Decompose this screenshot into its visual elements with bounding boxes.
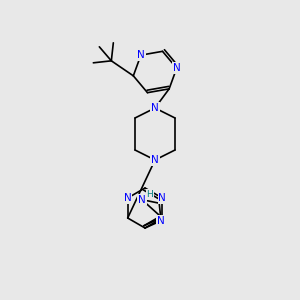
Text: N: N — [173, 63, 181, 73]
Text: N: N — [151, 155, 159, 165]
Text: N: N — [138, 195, 146, 205]
Text: N: N — [158, 193, 166, 203]
Text: N: N — [137, 50, 145, 60]
Text: H: H — [146, 190, 153, 199]
Text: N: N — [157, 216, 165, 226]
Text: N: N — [124, 193, 132, 203]
Text: N: N — [151, 103, 159, 113]
